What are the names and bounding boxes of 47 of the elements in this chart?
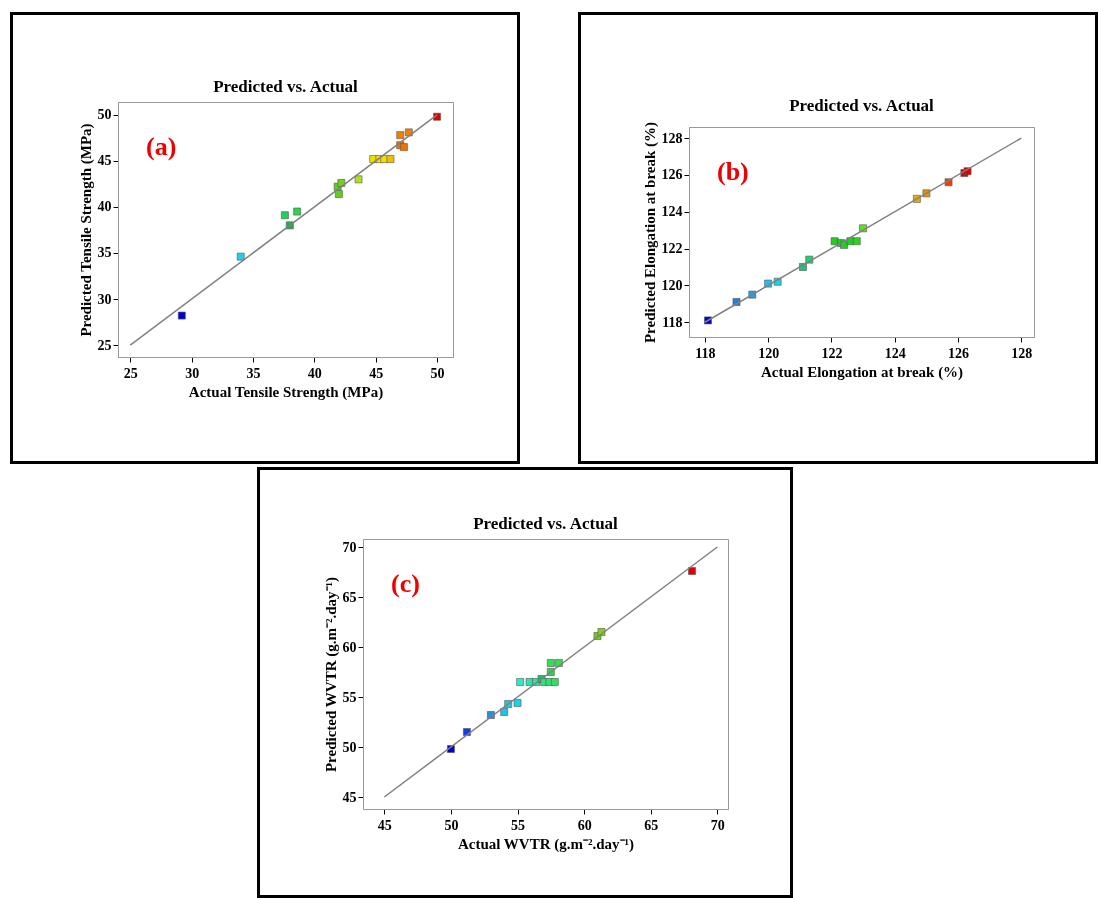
y-axis-title: Predicted Elongation at break (%)	[641, 121, 659, 344]
x-tick-label: 50	[430, 365, 445, 380]
y-tick-label: 50	[342, 739, 356, 754]
y-tick-label: 126	[661, 167, 683, 183]
y-tick-label: 65	[342, 589, 356, 604]
x-tick-label: 55	[510, 817, 525, 832]
x-tick-label: 35	[245, 365, 260, 380]
y-tick-label: 45	[97, 152, 111, 168]
y-tick-label: 55	[342, 689, 356, 704]
x-tick-label: 30	[184, 365, 199, 380]
y-tick-label: 45	[342, 789, 356, 804]
x-tick-label: 124	[884, 345, 906, 361]
y-tick-label: 120	[661, 277, 683, 293]
y-tick-label: 118	[662, 314, 683, 330]
x-axis-title: Actual Elongation at break (%)	[760, 363, 964, 381]
x-tick-label: 60	[577, 817, 592, 832]
x-tick-label: 120	[758, 345, 780, 361]
y-axis-title: Predicted WVTR (g.m⁻².day⁻¹)	[322, 576, 339, 772]
y-tick-label: 122	[661, 241, 683, 257]
y-tick-label: 30	[97, 291, 111, 306]
annotation: (a)	[145, 131, 176, 161]
x-tick-label: 70	[710, 817, 725, 832]
y-tick-label: 128	[661, 130, 683, 146]
annotation: (c)	[390, 568, 420, 598]
x-tick-label: 25	[123, 365, 138, 380]
y-tick-label: 70	[342, 539, 356, 554]
y-axis-title: Predicted Tensile Strength (MPa)	[77, 122, 94, 337]
chart-title: Predicted vs. Actual	[789, 96, 935, 116]
y-tick-label: 50	[97, 106, 111, 122]
x-tick-label: 65	[643, 817, 658, 832]
x-tick-label: 40	[307, 365, 322, 380]
x-axis-title: Actual Tensile Strength (MPa)	[188, 383, 383, 400]
y-tick-label: 124	[661, 204, 683, 220]
chart-title: Predicted vs. Actual	[212, 76, 358, 96]
y-tick-label: 40	[97, 198, 111, 214]
x-tick-label: 50	[443, 817, 458, 832]
annotation: (b)	[717, 157, 749, 186]
x-tick-label: 126	[948, 345, 970, 361]
x-tick-label: 122	[821, 345, 843, 361]
chart-title: Predicted vs. Actual	[472, 513, 618, 533]
x-tick-label: 45	[368, 365, 383, 380]
x-tick-label: 45	[377, 817, 392, 832]
x-tick-label: 128	[1011, 345, 1033, 361]
y-tick-label: 60	[342, 639, 356, 654]
y-tick-label: 35	[97, 244, 111, 260]
x-axis-title: Actual WVTR (g.m⁻².day⁻¹)	[457, 835, 634, 852]
x-tick-label: 118	[695, 345, 716, 361]
